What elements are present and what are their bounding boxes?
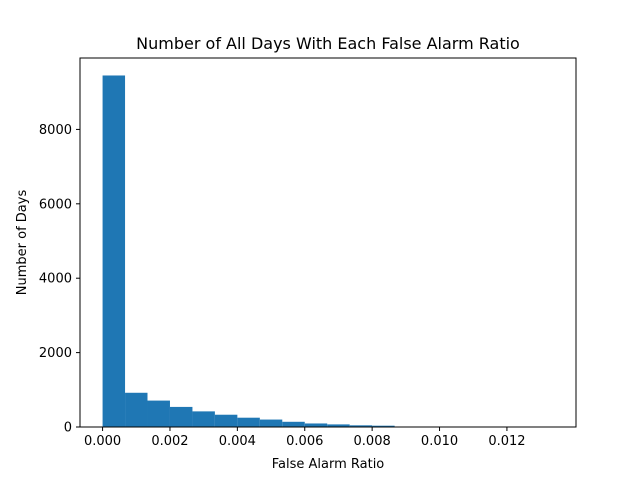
y-tick-label: 4000 [39,272,72,287]
x-axis-ticks: 0.000 0.002 0.004 0.006 0.008 0.010 0.012 [84,427,526,449]
histogram-bar [237,418,259,427]
x-tick-label: 0.006 [286,434,323,449]
y-tick-label: 0 [64,421,72,436]
histogram-bar [170,407,192,427]
y-tick-label: 8000 [39,123,72,138]
histogram-bar [260,420,282,427]
histogram-bar [215,415,237,427]
y-axis-ticks: 0 2000 4000 6000 8000 [39,123,80,436]
x-tick-label: 0.004 [219,434,256,449]
x-tick-label: 0.010 [421,434,458,449]
chart-title: Number of All Days With Each False Alarm… [136,34,520,53]
histogram-bar [192,411,214,427]
histogram-bar [103,75,125,427]
y-axis-label: Number of Days [15,190,30,296]
axes-frame [80,58,576,427]
histogram-bar [147,401,169,427]
x-tick-label: 0.008 [354,434,391,449]
y-tick-label: 2000 [39,346,72,361]
histogram-bar [282,422,304,427]
x-tick-label: 0.000 [84,434,121,449]
bars-layer [103,75,552,427]
x-axis-label: False Alarm Ratio [272,457,385,472]
y-tick-label: 6000 [39,197,72,212]
histogram-bar [305,423,327,427]
x-tick-label: 0.012 [488,434,525,449]
x-tick-label: 0.002 [151,434,188,449]
histogram-bar [125,393,147,427]
